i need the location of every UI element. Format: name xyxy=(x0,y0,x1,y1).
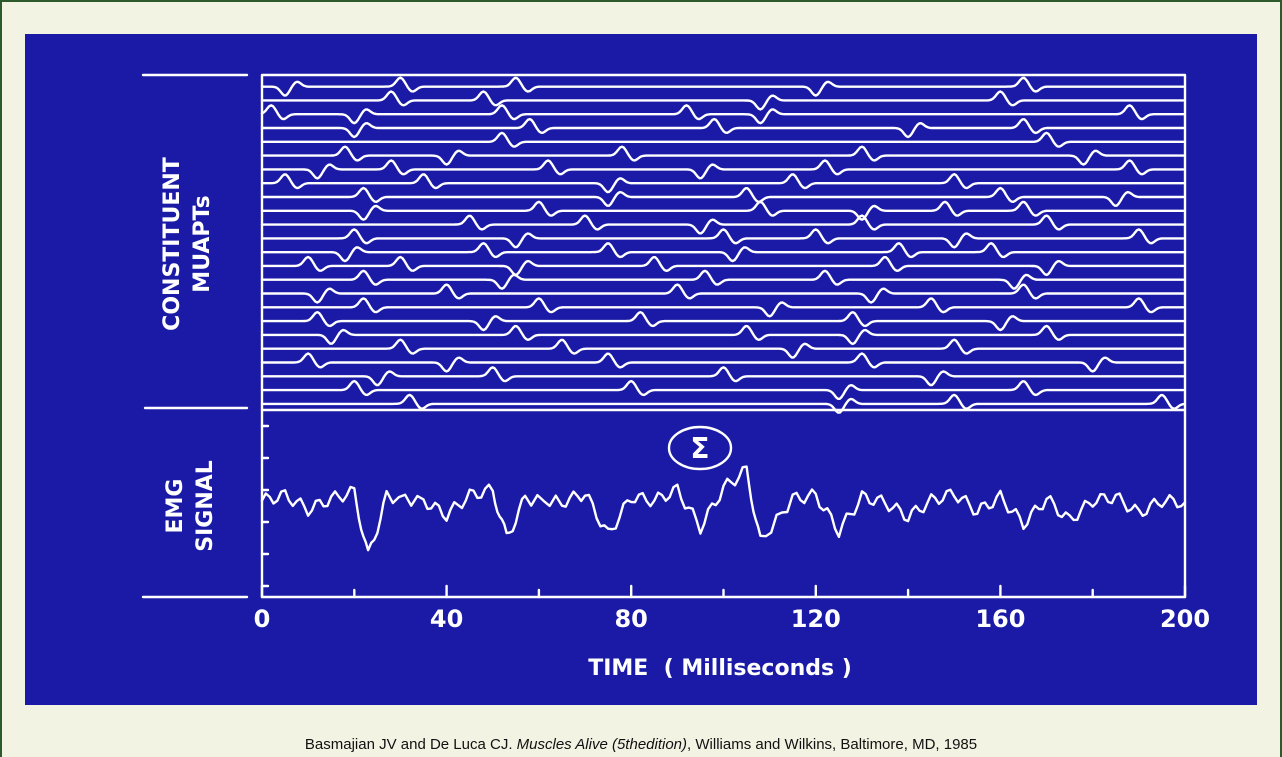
muapt-trace xyxy=(260,131,1185,148)
x-tick-label: 120 xyxy=(791,605,841,633)
x-tick-label: 40 xyxy=(430,605,463,633)
x-tick-label: 160 xyxy=(975,605,1025,633)
muapt-trace xyxy=(260,352,1185,373)
muapt-trace xyxy=(260,379,1185,400)
muapt-label-line-1: CONSTITUENT xyxy=(160,157,185,331)
caption-book-title: Muscles Alive (5thedition) xyxy=(516,736,688,753)
muapt-trace xyxy=(260,255,1185,277)
summation-circle xyxy=(667,425,733,471)
muapt-trace xyxy=(260,90,1185,111)
muapt-trace xyxy=(260,159,1185,180)
muapt-trace xyxy=(260,269,1185,290)
muapt-trace xyxy=(260,366,1185,387)
muapt-panel-label: CONSTITUENT MUAPTs xyxy=(160,157,215,331)
citation-caption: Basmajian JV and De Luca CJ. Muscles Ali… xyxy=(0,736,1282,753)
emg-signal-line xyxy=(260,465,1187,552)
muapt-trace xyxy=(260,283,1185,304)
chart-slide: CONSTITUENT MUAPTs EMG SIGNAL 0 40 80 120 16… xyxy=(25,34,1257,705)
emg-panel-label: EMG SIGNAL xyxy=(163,460,218,552)
x-tick-label: 80 xyxy=(614,605,647,633)
muapt-trace xyxy=(260,200,1185,221)
muapt-traces xyxy=(260,76,1185,414)
x-axis-title: TIME ( Milliseconds ) xyxy=(588,656,852,681)
muapt-trace xyxy=(260,214,1185,235)
muapt-trace xyxy=(260,172,1185,194)
emg-label-line-2: SIGNAL xyxy=(193,460,218,552)
x-tick-label: 200 xyxy=(1160,605,1210,633)
muapt-panel-frame xyxy=(260,73,1187,412)
x-tick-label: 0 xyxy=(254,605,271,633)
emg-label-line-1: EMG xyxy=(163,479,188,534)
emg-trace xyxy=(260,465,1187,552)
muapt-trace xyxy=(260,324,1185,346)
summation-symbol: Σ xyxy=(667,425,733,471)
muapt-trace xyxy=(260,297,1185,318)
muapt-trace xyxy=(260,117,1185,139)
muapt-trace xyxy=(260,145,1185,166)
emg-chart: CONSTITUENT MUAPTs EMG SIGNAL 0 40 80 120 16… xyxy=(141,73,1210,681)
muapt-trace xyxy=(260,393,1185,414)
muapt-trace xyxy=(260,76,1185,97)
muapt-trace xyxy=(260,311,1185,332)
caption-authors: Basmajian JV and De Luca CJ. xyxy=(304,736,517,753)
muapt-trace xyxy=(260,186,1185,207)
muapt-trace xyxy=(260,338,1185,359)
caption-publisher: , Williams and Wilkins, Baltimore, MD, 1… xyxy=(687,736,978,753)
muapt-trace xyxy=(260,228,1185,249)
x-ticks: 0 40 80 120 160 200 xyxy=(254,584,1210,633)
muapt-trace xyxy=(260,241,1185,263)
muapt-trace xyxy=(260,104,1185,125)
muapt-label-line-2: MUAPTs xyxy=(190,195,215,292)
summation-sigma: Σ xyxy=(690,432,709,465)
